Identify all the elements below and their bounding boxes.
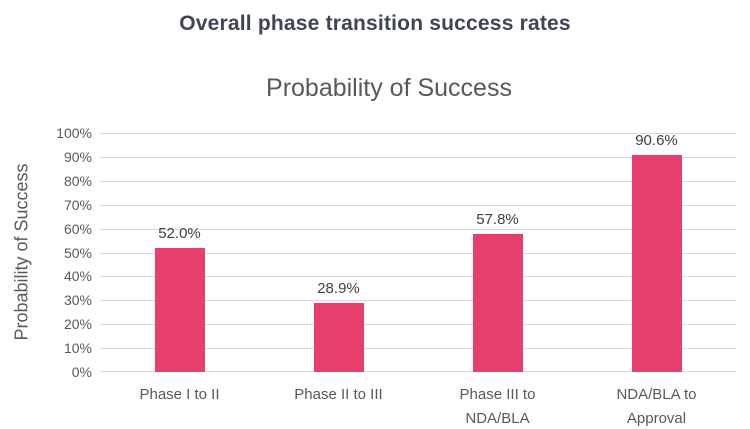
gridline — [100, 276, 736, 278]
gridline — [100, 348, 736, 350]
gridline — [100, 228, 736, 230]
y-tick-label: 80% — [63, 172, 92, 189]
chart-title: Probability of Success — [266, 74, 512, 102]
x-axis-labels: Phase I to II Phase II to III Phase III to… — [100, 383, 736, 429]
bar-data-label: 90.6% — [635, 132, 678, 150]
y-tick-label: 30% — [63, 292, 92, 309]
x-category-label: Phase II to III — [294, 386, 383, 403]
y-tick-label: 50% — [63, 244, 92, 261]
y-tick-label: 60% — [63, 220, 92, 237]
bar — [631, 155, 682, 372]
y-tick-label: 40% — [63, 268, 92, 285]
bar-data-label: 28.9% — [317, 279, 360, 297]
y-tick-label: 0% — [71, 364, 92, 380]
gridline — [100, 300, 736, 302]
plot-area: 52.0% 28.9% 57.8% 90.6% — [100, 132, 736, 372]
gridline — [100, 252, 736, 254]
gridline — [100, 156, 736, 158]
x-category-label: NDA/BLA to Approval — [616, 386, 697, 427]
gridline — [100, 204, 736, 206]
bar — [154, 247, 205, 372]
gridline — [100, 133, 736, 134]
x-axis-line — [100, 371, 736, 372]
x-category-label: Phase III to NDA/BLA — [459, 386, 536, 427]
y-tick-label: 70% — [63, 196, 92, 213]
gridline — [100, 180, 736, 182]
y-tick-label: 20% — [63, 316, 92, 333]
bar-data-label: 52.0% — [158, 224, 201, 242]
bar — [313, 302, 364, 372]
x-category-label: Phase I to II — [139, 386, 220, 403]
y-tick-label: 10% — [63, 340, 92, 357]
bar — [472, 233, 523, 372]
gridline — [100, 324, 736, 326]
y-tick-label: 90% — [63, 148, 92, 165]
page-title: Overall phase transition success rates — [179, 12, 571, 35]
y-tick-label: 100% — [56, 125, 92, 141]
bar-data-label: 57.8% — [476, 210, 519, 228]
